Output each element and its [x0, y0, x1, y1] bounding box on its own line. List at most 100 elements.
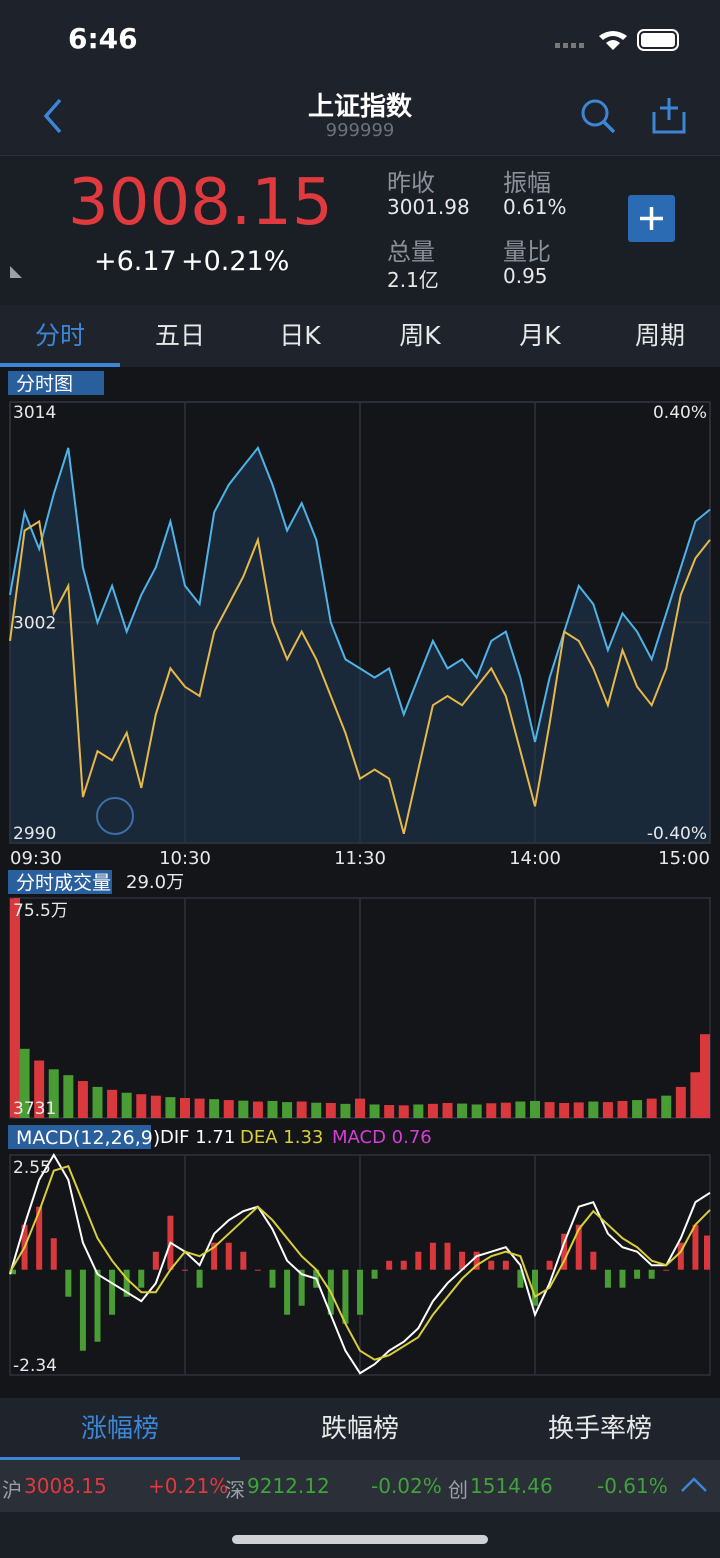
macd-label: MACD 0.76: [332, 1127, 432, 1148]
macd-bar: [240, 1251, 247, 1270]
volume-bar: [355, 1098, 365, 1118]
y-tick-label: 3002: [13, 614, 56, 634]
top-bar: [0, 0, 720, 155]
ticker-market: 沪: [2, 1478, 22, 1502]
volume-bar: [602, 1102, 613, 1118]
volume-bar: [209, 1099, 220, 1118]
macd-bar: [123, 1269, 130, 1297]
rank-tab[interactable]: 换手率榜: [547, 1414, 652, 1444]
panel-tag-bg: [8, 1125, 151, 1149]
tab[interactable]: 月K: [519, 321, 561, 350]
macd-bar: [663, 1269, 670, 1271]
watch-add-button[interactable]: [628, 195, 675, 242]
macd-bar: [357, 1269, 363, 1315]
stat-value: 0.95: [503, 264, 548, 288]
header-code: 999999: [325, 120, 395, 141]
macd-bar: [65, 1269, 72, 1297]
macd-bar: [444, 1242, 451, 1270]
y-tick-label: -2.34: [13, 1356, 57, 1376]
volume-bar: [267, 1100, 278, 1118]
y2-tick-label: -0.40%: [647, 824, 707, 844]
status-icons: [555, 29, 679, 51]
dea-label: DEA 1.33: [240, 1127, 323, 1148]
quote-panel: [0, 155, 720, 306]
volume-bar: [194, 1098, 205, 1118]
macd-bar: [138, 1269, 145, 1288]
macd-bar: [79, 1269, 86, 1351]
x-tick-label: 11:30: [334, 848, 386, 869]
macd-bar: [590, 1251, 597, 1270]
volume-bar: [150, 1095, 161, 1118]
macd-bar: [634, 1269, 641, 1279]
ticker-market: 创: [448, 1478, 468, 1502]
dif-label: DIF 1.71: [160, 1127, 235, 1148]
y-tick-label: 3731: [13, 1099, 56, 1119]
ticker-expand[interactable]: [680, 1476, 708, 1494]
tab-bar: [0, 305, 720, 367]
macd-bar: [473, 1251, 480, 1270]
rank-tab[interactable]: 涨幅榜: [80, 1414, 159, 1444]
tab-indicator: [0, 363, 120, 367]
back-button[interactable]: [38, 96, 68, 136]
volume-bar: [10, 898, 20, 1118]
macd-bar: [386, 1260, 393, 1270]
add-button[interactable]: [650, 96, 690, 136]
quote-change: +6.17: [94, 246, 177, 277]
stat-label: 昨收: [387, 169, 435, 197]
volume-bar: [19, 1048, 30, 1118]
volume-bar: [515, 1101, 526, 1118]
volume-bar: [63, 1075, 74, 1118]
macd-bar: [109, 1269, 116, 1315]
macd-bar: [182, 1269, 188, 1271]
macd-bar: [648, 1269, 655, 1279]
header-title: 上证指数: [307, 92, 412, 122]
macd-bar: [371, 1269, 378, 1279]
y-tick-label: 2990: [13, 824, 56, 844]
y-tick-label: 75.5万: [13, 901, 68, 921]
volume-bar: [369, 1104, 380, 1118]
macd-bar: [225, 1242, 232, 1270]
dea-line: [9, 1164, 711, 1361]
tab[interactable]: 日K: [279, 321, 321, 350]
volume-bar: [252, 1101, 263, 1118]
macd-bar: [254, 1269, 261, 1271]
tab[interactable]: 周K: [399, 321, 441, 350]
rank-tab[interactable]: 跌幅榜: [320, 1414, 399, 1444]
ticker-change: +0.21%: [148, 1474, 229, 1498]
volume-bar: [442, 1102, 453, 1118]
volume-bar: [413, 1104, 424, 1118]
dif-line: [9, 1153, 711, 1375]
panel-tag-bg: [8, 870, 112, 894]
x-tick-label: 14:00: [509, 848, 561, 869]
volume-bar: [486, 1103, 497, 1118]
tab[interactable]: 周期: [634, 321, 685, 350]
macd-bar: [415, 1251, 422, 1270]
macd-bar: [575, 1224, 582, 1270]
zoom-button[interactable]: [96, 797, 134, 835]
search-button[interactable]: [578, 96, 618, 136]
panel-tag: 分时成交量: [16, 872, 111, 894]
ticker-change: -0.02%: [371, 1474, 442, 1498]
tab[interactable]: 五日: [154, 321, 205, 350]
price-line: [9, 445, 711, 743]
stat-label: 振幅: [503, 169, 551, 197]
macd-bar: [561, 1233, 568, 1270]
rank-bar: [0, 1398, 720, 1460]
macd-bar: [10, 1269, 16, 1275]
tab[interactable]: 分时: [34, 321, 85, 350]
quote-price: 3008.15: [68, 166, 333, 240]
macd-bar: [459, 1251, 466, 1270]
volume-bar: [136, 1094, 147, 1118]
volume-bar: [675, 1086, 686, 1118]
volume-bar: [384, 1105, 395, 1118]
price-area: [10, 447, 710, 843]
volume-bar: [325, 1102, 336, 1118]
status-time: 6:46: [68, 22, 138, 55]
volume-bar: [559, 1102, 570, 1118]
macd-bar: [704, 1235, 710, 1270]
corner-mark: [10, 266, 22, 278]
volume-bar: [471, 1104, 482, 1118]
volume-bar: [632, 1100, 643, 1118]
macd-bar: [196, 1269, 203, 1288]
